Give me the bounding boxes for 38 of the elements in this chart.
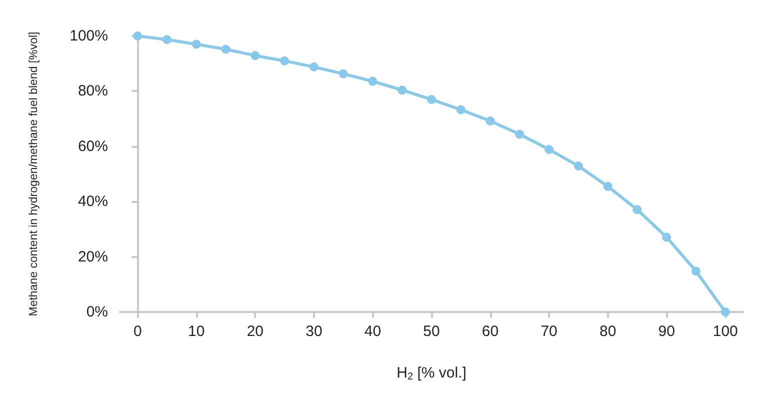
x-tick-label: 30 bbox=[306, 323, 322, 340]
point bbox=[162, 35, 172, 44]
point bbox=[515, 130, 524, 139]
point bbox=[192, 40, 201, 49]
x-tick-label: 20 bbox=[246, 323, 264, 340]
y-tick-label: 40% bbox=[78, 193, 108, 210]
point bbox=[544, 144, 554, 154]
x-tick-label: 70 bbox=[540, 323, 558, 340]
x-tick-label: 50 bbox=[423, 323, 440, 340]
x-tick-label: 0 bbox=[133, 323, 142, 340]
x-tick-label: 90 bbox=[658, 323, 675, 340]
x-tick-label: 100 bbox=[712, 323, 738, 340]
point bbox=[280, 56, 290, 66]
y-tick-label: 80% bbox=[78, 82, 108, 100]
y-tick-label: 100% bbox=[70, 28, 108, 44]
point bbox=[574, 162, 583, 170]
point bbox=[456, 105, 466, 114]
point bbox=[486, 116, 495, 126]
point bbox=[338, 69, 348, 78]
point bbox=[691, 266, 700, 276]
y-tick-label: 60% bbox=[78, 138, 108, 155]
point bbox=[427, 94, 436, 104]
x-tick-label: 10 bbox=[188, 323, 205, 340]
point bbox=[720, 308, 730, 316]
x-tick-label: 60 bbox=[482, 323, 499, 340]
y-tick-label: 20% bbox=[78, 248, 108, 266]
point bbox=[662, 232, 672, 242]
point bbox=[632, 205, 642, 214]
point bbox=[398, 86, 407, 95]
point bbox=[250, 51, 260, 60]
point bbox=[603, 182, 612, 191]
y-tick-label: 0% bbox=[86, 304, 108, 320]
point bbox=[368, 76, 378, 86]
point bbox=[221, 44, 230, 54]
x-tick-label: 80 bbox=[599, 323, 616, 340]
y-axis-title: Methane content in hydrogen/methane fuel blend [%vol] bbox=[28, 32, 40, 316]
x-tick-label: 40 bbox=[364, 323, 382, 340]
point bbox=[309, 62, 318, 72]
